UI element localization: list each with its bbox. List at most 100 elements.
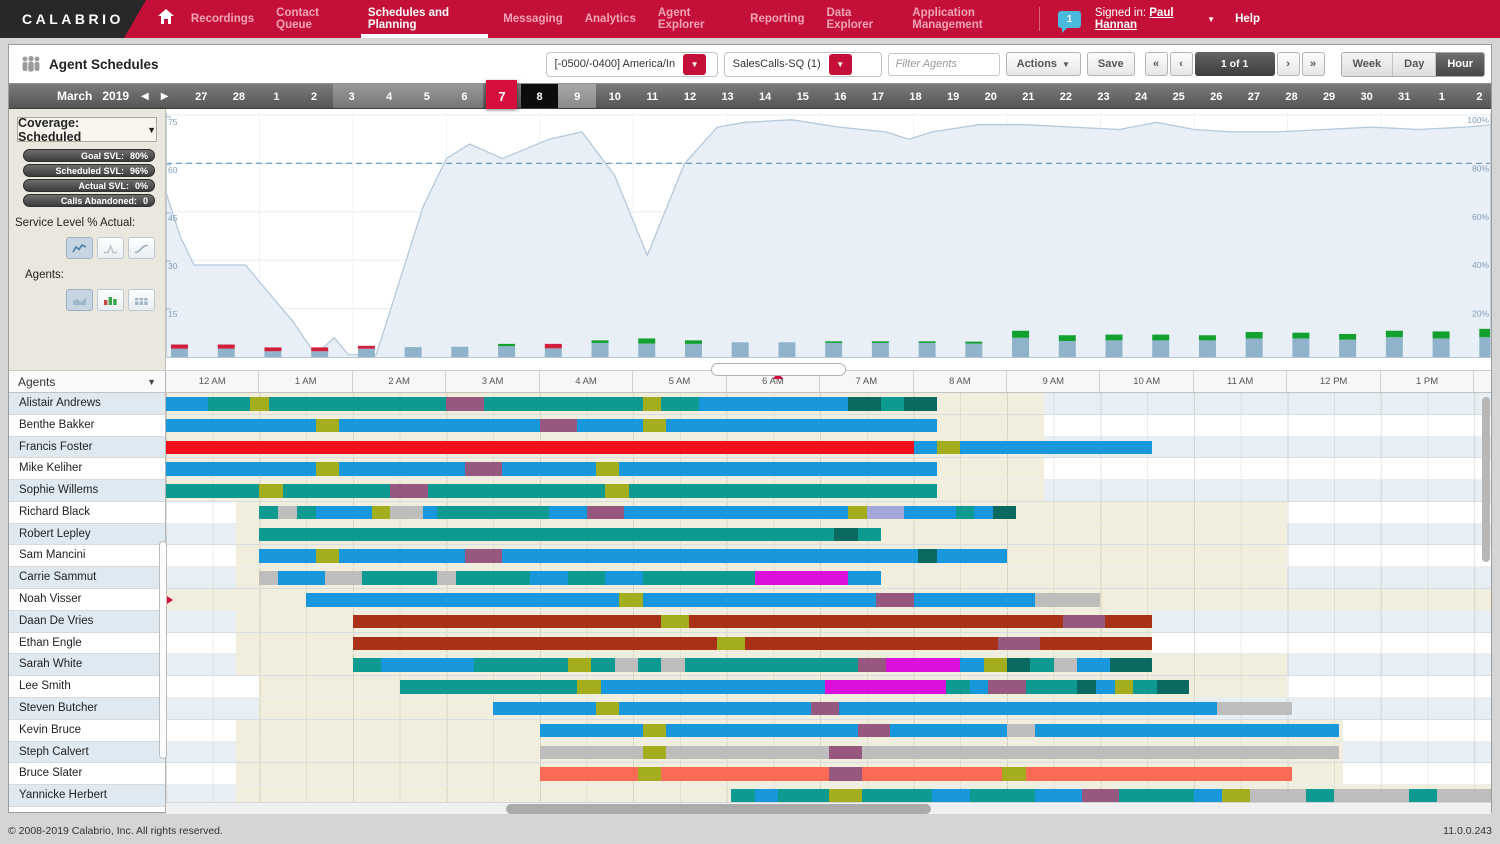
red-delta-bar[interactable] xyxy=(544,343,562,349)
horizontal-scrollbar-thumb[interactable] xyxy=(506,804,931,814)
shift-segment-teal[interactable] xyxy=(483,397,643,411)
scheduled-agents-bar[interactable] xyxy=(1479,337,1491,357)
shift-segment-teal[interactable] xyxy=(352,658,381,672)
shift-segment-blue[interactable] xyxy=(600,680,825,694)
red-delta-bar[interactable] xyxy=(264,347,282,352)
date-2[interactable]: 2 xyxy=(310,91,318,103)
schedule-row-steph-calvert[interactable] xyxy=(166,741,1491,764)
shift-segment-olive[interactable] xyxy=(661,614,690,629)
area-chart-icon[interactable] xyxy=(66,289,93,311)
shift-segment-olive[interactable] xyxy=(595,462,620,476)
shift-segment-teal[interactable] xyxy=(1408,789,1437,803)
bar-chart-icon[interactable] xyxy=(97,289,124,311)
date-12[interactable]: 12 xyxy=(683,91,697,103)
shift-segment-blue[interactable] xyxy=(166,462,316,476)
shift-segment-teal[interactable] xyxy=(1133,680,1157,694)
shift-segment-teal[interactable] xyxy=(362,571,437,585)
scheduled-agents-bar[interactable] xyxy=(264,351,282,357)
date-2[interactable]: 2 xyxy=(1476,91,1483,103)
shift-segment-blue[interactable] xyxy=(338,418,540,433)
shift-segment-blue[interactable] xyxy=(848,571,881,585)
schedule-row-ethan-engle[interactable] xyxy=(166,632,1491,655)
shift-segment-gray[interactable] xyxy=(614,658,638,672)
shift-segment-blue[interactable] xyxy=(306,593,620,607)
date-6[interactable]: 6 xyxy=(445,84,484,108)
nav-item-contact-queue[interactable]: Contact Queue xyxy=(276,7,319,31)
shift-segment-brick[interactable] xyxy=(352,636,718,651)
schedule-row-kevin-bruce[interactable] xyxy=(166,719,1491,742)
date-4[interactable]: 4 xyxy=(370,84,409,108)
shift-segment-blue[interactable] xyxy=(1095,680,1115,694)
green-delta-bar[interactable] xyxy=(684,340,702,344)
agent-row-sophie-willems[interactable]: Sophie Willems xyxy=(9,480,165,502)
user-name-link[interactable]: Paul Hannan xyxy=(1094,7,1174,31)
shift-segment-blue[interactable] xyxy=(502,549,919,563)
schedule-row-daan-de-vries[interactable] xyxy=(166,610,1491,633)
shift-segment-teal[interactable] xyxy=(427,484,606,498)
shift-segment-blue[interactable] xyxy=(960,440,1152,455)
scheduled-agents-bar[interactable] xyxy=(1339,339,1357,357)
date-8-today[interactable]: 8 xyxy=(520,84,559,108)
green-delta-bar[interactable] xyxy=(1385,330,1403,338)
shift-segment-blue[interactable] xyxy=(904,505,956,520)
shift-segment-olive[interactable] xyxy=(936,440,961,455)
scheduled-agents-bar[interactable] xyxy=(1012,337,1030,357)
shift-segment-olive[interactable] xyxy=(250,397,269,411)
shift-segment-olive[interactable] xyxy=(1114,680,1134,694)
scheduled-agents-bar[interactable] xyxy=(1152,340,1170,357)
filter-agents-input[interactable] xyxy=(887,52,1000,76)
red-delta-bar[interactable] xyxy=(357,345,375,349)
agent-row-richard-black[interactable]: Richard Black xyxy=(9,502,165,524)
scheduled-agents-bar[interactable] xyxy=(638,343,656,357)
shift-segment-gray[interactable] xyxy=(539,745,643,759)
shift-segment-gray[interactable] xyxy=(1217,701,1293,716)
shift-segment-teal[interactable] xyxy=(731,789,755,803)
view-button-day[interactable]: Day xyxy=(1392,52,1436,76)
date-24[interactable]: 24 xyxy=(1134,91,1148,103)
schedule-row-robert-lepley[interactable] xyxy=(166,523,1491,546)
shift-segment-blue[interactable] xyxy=(549,505,587,520)
green-delta-bar[interactable] xyxy=(1479,328,1491,338)
date-16[interactable]: 16 xyxy=(834,91,847,103)
scheduled-agents-bar[interactable] xyxy=(1292,338,1310,357)
green-delta-bar[interactable] xyxy=(825,341,843,343)
shift-segment-purple[interactable] xyxy=(857,723,891,738)
date-11[interactable]: 11 xyxy=(646,91,659,103)
shift-segment-teal[interactable] xyxy=(259,505,279,520)
agent-row-steven-butcher[interactable]: Steven Butcher xyxy=(9,697,165,720)
shift-segment-purple[interactable] xyxy=(829,767,863,781)
shift-segment-gray[interactable] xyxy=(665,745,830,759)
green-delta-bar[interactable] xyxy=(1152,334,1170,341)
green-delta-bar[interactable] xyxy=(1058,335,1076,341)
shift-segment-olive[interactable] xyxy=(1221,789,1251,803)
shift-segment-blue[interactable] xyxy=(969,680,989,694)
red-delta-bar[interactable] xyxy=(311,347,329,352)
schedule-row-sarah-white[interactable] xyxy=(166,654,1491,677)
date-21[interactable]: 21 xyxy=(1022,91,1035,103)
shift-segment-olive[interactable] xyxy=(717,636,746,651)
shift-segment-darkteal[interactable] xyxy=(834,527,858,542)
scheduled-agents-bar[interactable] xyxy=(965,343,983,357)
shift-segment-gray[interactable] xyxy=(1035,593,1101,607)
timezone-caret-icon[interactable]: ▼ xyxy=(683,53,707,75)
agent-row-steph-calvert[interactable]: Steph Calvert xyxy=(9,741,165,764)
prev-month-icon[interactable]: ◀ xyxy=(141,90,149,102)
agent-row-sarah-white[interactable]: Sarah White xyxy=(9,654,165,677)
shift-segment-gray[interactable] xyxy=(1334,789,1409,803)
shift-segment-brick[interactable] xyxy=(689,614,1064,629)
help-link[interactable]: Help xyxy=(1235,13,1261,25)
shift-segment-teal[interactable] xyxy=(399,680,578,694)
shift-segment-olive[interactable] xyxy=(259,484,283,498)
shift-segment-blue[interactable] xyxy=(932,789,970,803)
scheduled-agents-bar[interactable] xyxy=(1058,341,1076,357)
agent-row-sam-mancini[interactable]: Sam Mancini xyxy=(9,545,165,568)
date-22[interactable]: 22 xyxy=(1059,91,1073,103)
shift-segment-purple[interactable] xyxy=(988,680,1026,694)
shift-segment-purple[interactable] xyxy=(465,549,503,563)
red-delta-bar[interactable] xyxy=(171,344,188,349)
shift-segment-blue[interactable] xyxy=(974,505,994,520)
shift-segment-olive[interactable] xyxy=(829,789,863,803)
red-delta-bar[interactable] xyxy=(217,344,235,349)
scheduled-agents-bar[interactable] xyxy=(498,346,516,357)
shift-segment-teal[interactable] xyxy=(661,397,699,411)
